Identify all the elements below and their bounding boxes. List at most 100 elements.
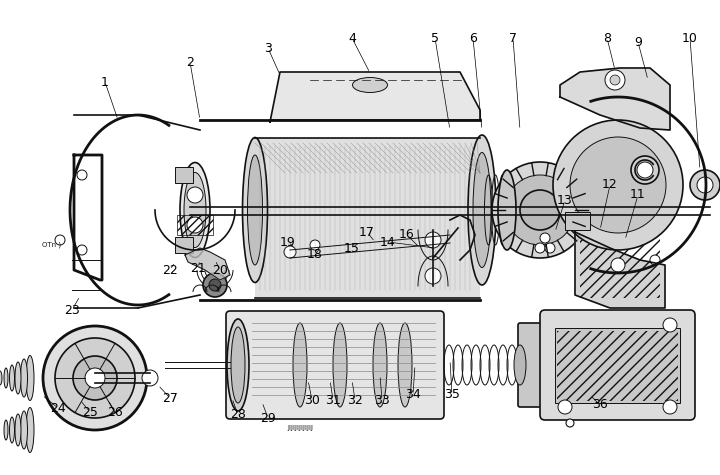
Ellipse shape — [373, 323, 387, 407]
Text: 31: 31 — [325, 393, 341, 407]
Circle shape — [611, 258, 625, 272]
Circle shape — [558, 400, 572, 414]
Polygon shape — [185, 248, 230, 280]
FancyBboxPatch shape — [565, 212, 590, 230]
Text: 30: 30 — [304, 393, 320, 407]
Circle shape — [535, 243, 545, 253]
Circle shape — [77, 170, 87, 180]
Text: 9: 9 — [634, 36, 642, 48]
Text: 1: 1 — [101, 76, 109, 88]
Ellipse shape — [248, 155, 263, 265]
Text: 22: 22 — [162, 264, 178, 276]
Circle shape — [55, 235, 65, 245]
Text: 16: 16 — [399, 228, 415, 241]
FancyBboxPatch shape — [518, 323, 557, 407]
Text: 35: 35 — [444, 389, 460, 401]
Circle shape — [690, 170, 720, 200]
FancyBboxPatch shape — [175, 237, 193, 253]
Ellipse shape — [15, 362, 21, 394]
Text: 19: 19 — [280, 236, 296, 248]
Ellipse shape — [468, 135, 496, 285]
Text: 28: 28 — [230, 408, 246, 421]
Circle shape — [545, 243, 555, 253]
Ellipse shape — [243, 137, 268, 283]
Ellipse shape — [4, 420, 8, 440]
Circle shape — [570, 137, 666, 233]
Circle shape — [610, 75, 620, 85]
Circle shape — [650, 255, 660, 265]
Circle shape — [663, 400, 677, 414]
Circle shape — [553, 120, 683, 250]
FancyBboxPatch shape — [555, 328, 680, 403]
Ellipse shape — [398, 323, 412, 407]
Ellipse shape — [353, 77, 387, 93]
Text: 18: 18 — [307, 248, 323, 262]
Ellipse shape — [26, 408, 34, 453]
Text: 36: 36 — [592, 399, 608, 411]
Polygon shape — [270, 72, 480, 122]
Circle shape — [85, 368, 105, 388]
Text: 5: 5 — [431, 31, 439, 45]
Text: 23: 23 — [64, 304, 80, 316]
Circle shape — [637, 162, 653, 178]
Text: 4: 4 — [348, 31, 356, 45]
Text: 8: 8 — [603, 31, 611, 45]
Circle shape — [566, 419, 574, 427]
Circle shape — [142, 370, 158, 386]
Circle shape — [203, 273, 227, 297]
Ellipse shape — [15, 414, 21, 446]
Text: 7: 7 — [509, 31, 517, 45]
FancyBboxPatch shape — [540, 310, 695, 420]
Circle shape — [209, 279, 221, 291]
Text: 11: 11 — [630, 189, 646, 201]
Circle shape — [540, 233, 550, 243]
Text: 24: 24 — [50, 401, 66, 415]
Circle shape — [425, 232, 441, 248]
Text: 15: 15 — [344, 241, 360, 255]
Text: 21: 21 — [190, 262, 206, 275]
Circle shape — [631, 156, 659, 184]
Circle shape — [77, 245, 87, 255]
Circle shape — [73, 356, 117, 400]
Text: OTn ): OTn ) — [42, 242, 61, 248]
Circle shape — [697, 177, 713, 193]
Circle shape — [425, 268, 441, 284]
Ellipse shape — [0, 371, 2, 385]
Ellipse shape — [514, 345, 526, 385]
Ellipse shape — [26, 355, 34, 400]
Text: 17: 17 — [359, 226, 375, 238]
Text: 12: 12 — [602, 179, 618, 191]
Ellipse shape — [231, 327, 245, 403]
Circle shape — [55, 338, 135, 418]
Circle shape — [520, 190, 560, 230]
Ellipse shape — [20, 411, 27, 449]
Circle shape — [284, 246, 296, 258]
Circle shape — [43, 326, 147, 430]
FancyBboxPatch shape — [175, 167, 193, 183]
Text: 27: 27 — [162, 391, 178, 405]
Text: 20: 20 — [212, 264, 228, 276]
Circle shape — [663, 318, 677, 332]
Circle shape — [187, 187, 203, 203]
Text: 13: 13 — [557, 193, 573, 207]
Bar — [255, 138, 480, 298]
Text: 26: 26 — [107, 406, 123, 418]
Polygon shape — [575, 232, 665, 308]
Circle shape — [310, 240, 320, 250]
Text: 14: 14 — [380, 236, 396, 248]
Ellipse shape — [20, 359, 27, 397]
Text: 34: 34 — [405, 389, 421, 401]
Ellipse shape — [473, 152, 491, 267]
Text: 33: 33 — [374, 393, 390, 407]
Text: 10: 10 — [682, 31, 698, 45]
Ellipse shape — [333, 323, 347, 407]
Ellipse shape — [9, 365, 14, 391]
Ellipse shape — [4, 368, 8, 388]
Text: 29: 29 — [260, 411, 276, 425]
Ellipse shape — [498, 170, 516, 250]
Circle shape — [187, 217, 203, 233]
Text: JIJIJIJIJIJIJ: JIJIJIJIJIJIJ — [287, 425, 313, 431]
Text: 3: 3 — [264, 41, 272, 55]
Circle shape — [492, 162, 588, 258]
Text: 6: 6 — [469, 31, 477, 45]
